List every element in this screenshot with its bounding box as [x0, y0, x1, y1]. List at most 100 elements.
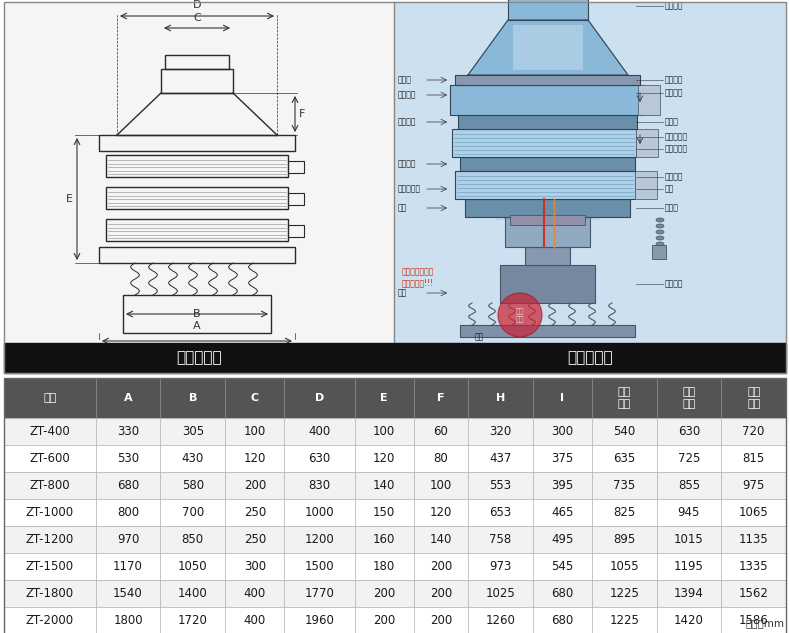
Bar: [505, 217, 590, 247]
Ellipse shape: [656, 224, 664, 228]
Bar: [455, 75, 640, 85]
Text: 250: 250: [243, 506, 266, 519]
Bar: [525, 247, 570, 265]
Bar: [721, 445, 786, 472]
Bar: [656, 418, 721, 445]
Text: 680: 680: [551, 587, 574, 600]
Text: 100: 100: [430, 479, 452, 492]
Text: 小尺寸排料: 小尺寸排料: [398, 184, 421, 194]
Bar: [284, 472, 355, 499]
Text: 395: 395: [551, 479, 574, 492]
Bar: [532, 378, 592, 418]
Text: 465: 465: [551, 506, 574, 519]
Bar: [161, 69, 233, 93]
Bar: [721, 418, 786, 445]
Bar: [96, 499, 160, 526]
Text: 150: 150: [373, 506, 395, 519]
Bar: [721, 378, 786, 418]
Text: ZHENTAI MCHANICAL: ZHENTAI MCHANICAL: [496, 212, 600, 222]
Text: 680: 680: [117, 479, 139, 492]
Text: 上部重锤: 上部重锤: [665, 173, 683, 182]
Text: 850: 850: [182, 533, 204, 546]
Bar: [225, 418, 284, 445]
Text: 830: 830: [308, 479, 330, 492]
Text: 一层
高度: 一层 高度: [618, 387, 631, 409]
Ellipse shape: [656, 236, 664, 240]
Text: 553: 553: [489, 479, 511, 492]
Bar: [510, 215, 585, 225]
Bar: [468, 553, 532, 580]
Bar: [532, 553, 592, 580]
Text: 700: 700: [182, 506, 204, 519]
Text: 375: 375: [551, 452, 574, 465]
Text: 945: 945: [678, 506, 700, 519]
Text: 额外重锤板: 额外重锤板: [665, 144, 688, 153]
Bar: [592, 472, 656, 499]
Text: ZT-400: ZT-400: [29, 425, 70, 438]
Bar: [225, 526, 284, 553]
Bar: [355, 418, 414, 445]
Bar: [656, 472, 721, 499]
Bar: [160, 418, 225, 445]
Bar: [414, 378, 468, 418]
Bar: [468, 445, 532, 472]
Bar: [225, 445, 284, 472]
Text: 320: 320: [489, 425, 511, 438]
Text: 中部框架: 中部框架: [398, 118, 416, 127]
Text: ZT-800: ZT-800: [29, 479, 70, 492]
Text: 653: 653: [489, 506, 511, 519]
Bar: [225, 553, 284, 580]
Text: 825: 825: [613, 506, 635, 519]
Text: 973: 973: [489, 560, 511, 573]
Ellipse shape: [656, 218, 664, 222]
Bar: [4, 526, 96, 553]
Bar: [532, 445, 592, 472]
Bar: [284, 607, 355, 633]
Bar: [123, 295, 271, 333]
Bar: [656, 499, 721, 526]
Bar: [721, 580, 786, 607]
Text: 弹簧: 弹簧: [398, 289, 408, 298]
Bar: [592, 378, 656, 418]
Bar: [106, 187, 288, 209]
Text: 电动机: 电动机: [665, 203, 679, 213]
Text: 1135: 1135: [739, 533, 769, 546]
Text: 160: 160: [373, 533, 396, 546]
Bar: [106, 219, 288, 241]
Text: 辅助筛网: 辅助筛网: [665, 89, 683, 97]
Text: 330: 330: [117, 425, 139, 438]
Text: H: H: [495, 393, 505, 403]
Bar: [284, 418, 355, 445]
Text: 辅助筛网: 辅助筛网: [665, 1, 683, 11]
Bar: [160, 553, 225, 580]
Text: 1225: 1225: [609, 614, 639, 627]
Bar: [160, 607, 225, 633]
Text: 1586: 1586: [739, 614, 769, 627]
Bar: [96, 553, 160, 580]
Text: I: I: [560, 393, 564, 403]
Text: 758: 758: [489, 533, 511, 546]
Text: C: C: [250, 393, 259, 403]
Text: 1260: 1260: [485, 614, 515, 627]
Bar: [414, 580, 468, 607]
Bar: [414, 418, 468, 445]
Bar: [4, 472, 96, 499]
Bar: [96, 378, 160, 418]
Bar: [284, 553, 355, 580]
Bar: [468, 580, 532, 607]
Bar: [635, 171, 657, 199]
Text: 1420: 1420: [674, 614, 704, 627]
Text: 1562: 1562: [739, 587, 769, 600]
Bar: [532, 418, 592, 445]
Text: 545: 545: [551, 560, 574, 573]
Text: 底部框架: 底部框架: [398, 160, 416, 168]
Bar: [414, 553, 468, 580]
Bar: [355, 526, 414, 553]
Bar: [225, 580, 284, 607]
Text: 下部重锤: 下部重锤: [665, 280, 683, 289]
Bar: [284, 378, 355, 418]
Text: ZT-1000: ZT-1000: [26, 506, 74, 519]
Text: 单位：mm: 单位：mm: [745, 618, 784, 628]
Text: 200: 200: [430, 587, 452, 600]
Text: B: B: [194, 309, 201, 319]
